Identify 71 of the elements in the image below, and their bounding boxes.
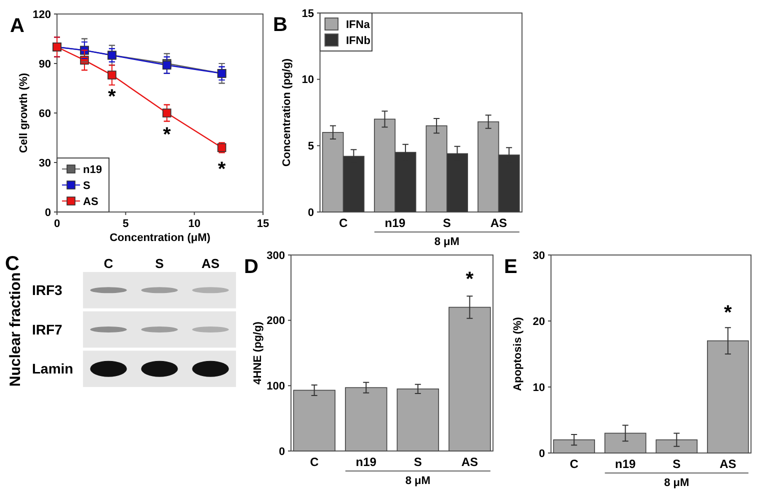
- y-tick-label: 0: [44, 206, 51, 219]
- text: 8 μM: [405, 475, 430, 487]
- bar: [553, 439, 595, 454]
- bar: [396, 388, 440, 452]
- bar: [707, 340, 749, 454]
- point: [108, 70, 116, 80]
- text: 8 μM: [664, 477, 690, 489]
- legend-label: AS: [83, 196, 98, 208]
- x-tick-label: C: [310, 455, 319, 469]
- y-axis-title: 4HNE (pg/g): [252, 321, 264, 384]
- x-tick-label: 15: [256, 218, 270, 230]
- x-tick-label: n19: [384, 216, 406, 230]
- y-tick-label: 120: [32, 8, 51, 21]
- category-label: IRF7: [32, 321, 62, 338]
- category-label: AS: [201, 256, 220, 271]
- legend-label: IFNb: [346, 34, 371, 47]
- chart-title: D: [244, 256, 258, 278]
- x-tick-label: AS: [490, 216, 508, 230]
- annotation: *: [218, 158, 226, 181]
- legend-label: S: [83, 180, 90, 192]
- y-tick-label: 10: [532, 382, 545, 394]
- chart-title: B: [273, 14, 288, 36]
- y-tick-label: 30: [38, 157, 51, 170]
- text: 8 μM: [434, 236, 460, 248]
- annotation: *: [162, 124, 171, 146]
- legend-label: IFNa: [346, 18, 371, 31]
- x-tick-label: n19: [615, 457, 636, 471]
- x-tick-label: 5: [122, 218, 129, 230]
- chart-title: A: [10, 15, 24, 37]
- chart-title: E: [504, 256, 518, 278]
- point: [162, 108, 172, 118]
- y-tick-label: 100: [266, 380, 285, 393]
- annotation: *: [724, 302, 732, 324]
- y-tick-label: 20: [532, 316, 545, 328]
- y-tick-label: 30: [532, 250, 545, 262]
- x-tick-label: C: [570, 457, 579, 471]
- x-tick-label: 10: [188, 218, 200, 230]
- category-label: C: [104, 256, 114, 271]
- y-tick-label: 10: [302, 74, 314, 86]
- y-axis-title: Apoptosis (%): [512, 316, 524, 391]
- category-label: IRF3: [32, 282, 62, 298]
- text: Nuclear fraction: [7, 272, 24, 387]
- y-tick-label: 200: [266, 315, 285, 328]
- y-tick-label: 15: [302, 8, 314, 20]
- x-tick-label: 0: [54, 218, 60, 230]
- bar: [448, 306, 491, 452]
- y-tick-label: 5: [308, 140, 314, 153]
- y-tick-label: 0: [278, 446, 285, 458]
- x-tick-label: AS: [720, 457, 736, 471]
- bar: [344, 387, 388, 452]
- legend-label: n19: [83, 164, 102, 176]
- bar: [604, 432, 646, 454]
- y-tick-label: 90: [38, 58, 51, 70]
- x-tick-label: S: [414, 455, 422, 469]
- y-tick-label: 300: [266, 250, 285, 262]
- x-tick-label: S: [672, 457, 681, 471]
- bar: [293, 390, 336, 452]
- y-tick-label: 60: [38, 108, 51, 120]
- x-tick-label: n19: [356, 455, 377, 469]
- annotation: *: [466, 268, 474, 290]
- y-axis-title: Cell growth (%): [18, 72, 30, 154]
- x-tick-label: C: [338, 216, 348, 230]
- y-axis-title: Concentration (pg/g): [281, 58, 293, 167]
- annotation: *: [108, 86, 116, 108]
- y-tick-label: 0: [308, 206, 314, 219]
- bar: [656, 439, 698, 454]
- x-tick-label: AS: [461, 455, 478, 469]
- category-label: Lamin: [32, 360, 74, 377]
- x-tick-label: S: [442, 216, 451, 230]
- x-axis-title: Concentration (μM): [110, 232, 211, 244]
- category-label: S: [155, 256, 164, 271]
